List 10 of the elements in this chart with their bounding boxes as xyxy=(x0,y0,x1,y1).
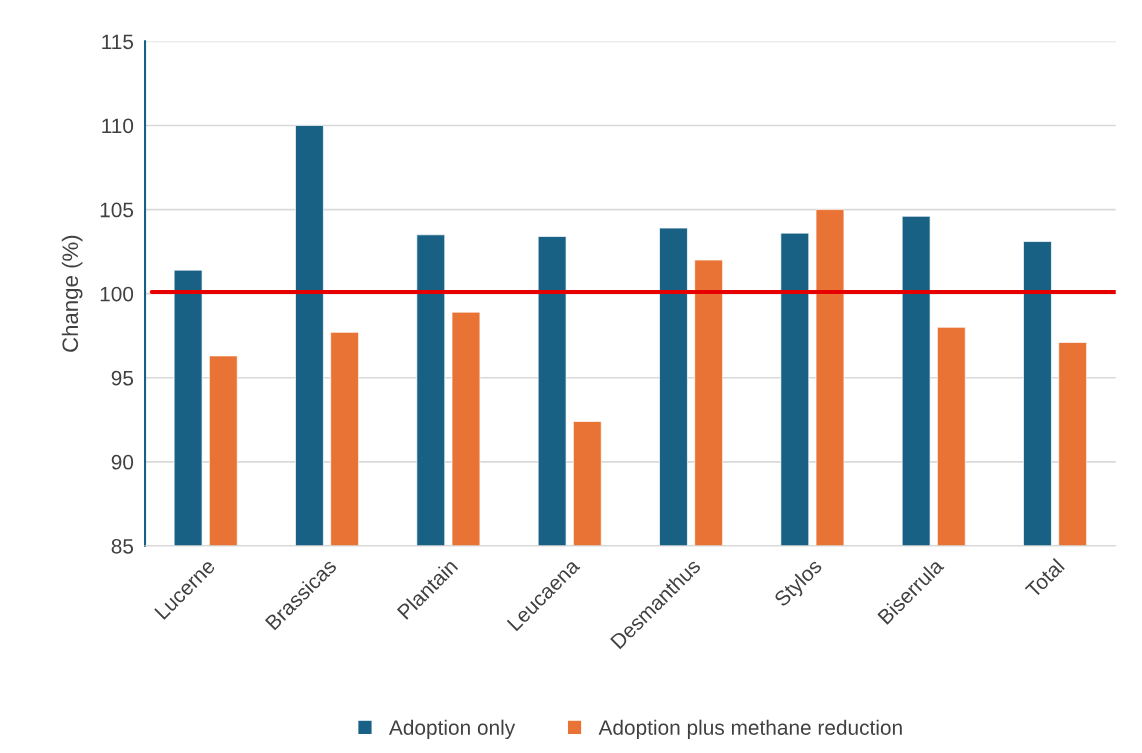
y-axis-title: Change (%) xyxy=(61,235,83,352)
y-tick-label: 85 xyxy=(111,538,134,554)
y-tick-label: 90 xyxy=(111,454,134,470)
y-tick-label: 115 xyxy=(102,34,134,50)
y-tick-label: 110 xyxy=(102,118,134,134)
legend-label: Adoption only xyxy=(388,719,516,740)
y-tick-label: 100 xyxy=(100,286,134,302)
y-tick-label: 105 xyxy=(100,202,134,218)
legend-label: Adoption plus methane reduction xyxy=(598,719,902,740)
y-tick-label: 95 xyxy=(111,370,134,386)
